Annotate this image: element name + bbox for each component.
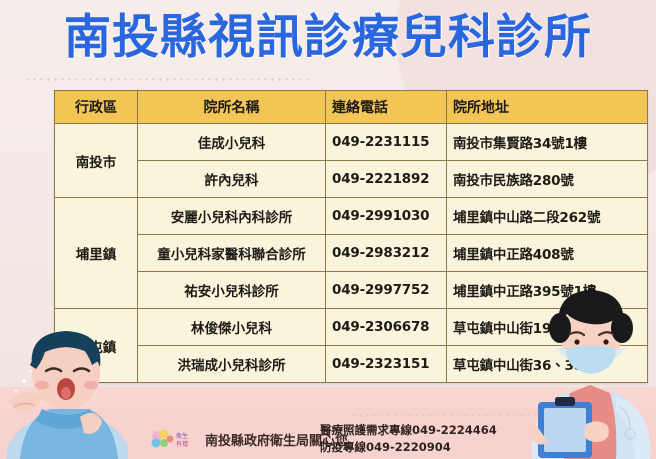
cell-address: 南投市民族路280號 bbox=[446, 160, 648, 198]
column-header-name: 院所名稱 bbox=[137, 90, 326, 124]
cell-clinic-name: 許內兒科 bbox=[137, 160, 326, 198]
cell-phone: 049-2991030 bbox=[325, 197, 447, 235]
table-header-row: 行政區 院所名稱 連絡電話 院所地址 bbox=[54, 90, 648, 124]
cell-clinic-name: 安麗小兒科內科診所 bbox=[137, 197, 326, 235]
hotline-epidemic: 防疫專線049-2220904 bbox=[320, 440, 451, 454]
table-body: 南投市 佳成小兒科 049-2231115 南投市集賢路34號1樓 許內兒科 049-22… bbox=[54, 123, 648, 383]
table-row: 許內兒科 049-2221892 南投市民族路280號 bbox=[55, 160, 648, 198]
cell-phone: 049-2231115 bbox=[325, 123, 447, 161]
dotted-divider-footer bbox=[350, 414, 535, 417]
cell-phone: 049-2221892 bbox=[325, 160, 447, 198]
svg-text:衛生: 衛生 bbox=[176, 432, 188, 440]
dotted-divider-top bbox=[24, 78, 314, 81]
table-row: 南投市 佳成小兒科 049-2231115 南投市集賢路34號1樓 bbox=[54, 123, 648, 198]
cell-phone: 049-2997752 bbox=[325, 271, 447, 309]
masked-doctor-illustration bbox=[529, 290, 651, 459]
cell-clinic-name: 佳成小兒科 bbox=[137, 123, 326, 161]
cell-phone: 049-2983212 bbox=[325, 234, 447, 272]
table-row: 祐安小兒科診所 049-2997752 埔里鎮中正路395號1樓 bbox=[55, 271, 648, 309]
column-header-district: 行政區 bbox=[54, 90, 138, 124]
table-row: 埔里鎮 安麗小兒科內科診所 049-2991030 埔里鎮中山路二段262號 bbox=[54, 197, 648, 309]
cell-district: 南投市 bbox=[54, 123, 138, 198]
hotline-care: 醫療照護需求專線049-2224464 bbox=[320, 423, 497, 437]
cell-clinic-name: 童小兒科家醫科聯合診所 bbox=[137, 234, 326, 272]
clinic-table: 行政區 院所名稱 連絡電話 院所地址 南投市 佳成小兒科 049-2231115 南投… bbox=[54, 90, 648, 383]
cell-phone: 049-2306678 bbox=[325, 308, 447, 346]
cell-district: 埔里鎮 bbox=[54, 197, 138, 309]
coughing-boy-illustration bbox=[6, 331, 128, 459]
footer-hotlines: 醫療照護需求專線049-2224464 防疫專線049-2220904 bbox=[320, 422, 497, 456]
table-row: 童小兒科家醫科聯合診所 049-2983212 埔里鎮中正路408號 bbox=[55, 234, 648, 272]
cell-address: 埔里鎮中山路二段262號 bbox=[446, 197, 648, 235]
svg-text:有禮: 有禮 bbox=[176, 440, 188, 448]
cell-address: 埔里鎮中正路408號 bbox=[446, 234, 648, 272]
footer-organization: 南投縣政府衛生局關心您 bbox=[205, 434, 349, 449]
table-header: 行政區 院所名稱 連絡電話 院所地址 bbox=[54, 90, 648, 124]
cell-clinic-name: 洪瑞成小兒科診所 bbox=[137, 345, 326, 383]
table-row: 洪瑞成小兒科診所 049-2323151 草屯鎮中山街36、38號 bbox=[55, 345, 648, 383]
column-header-address: 院所地址 bbox=[446, 90, 648, 124]
cell-address: 南投市集賢路34號1樓 bbox=[446, 123, 648, 161]
cell-clinic-name: 林俊傑小兒科 bbox=[137, 308, 326, 346]
nantou-health-bureau-logo: 衛生 有禮 bbox=[151, 429, 188, 448]
cell-phone: 049-2323151 bbox=[325, 345, 447, 383]
page-title: 南投縣視訊診療兒科診所 bbox=[64, 10, 592, 65]
column-header-phone: 連絡電話 bbox=[325, 90, 447, 124]
cell-clinic-name: 祐安小兒科診所 bbox=[137, 271, 326, 309]
